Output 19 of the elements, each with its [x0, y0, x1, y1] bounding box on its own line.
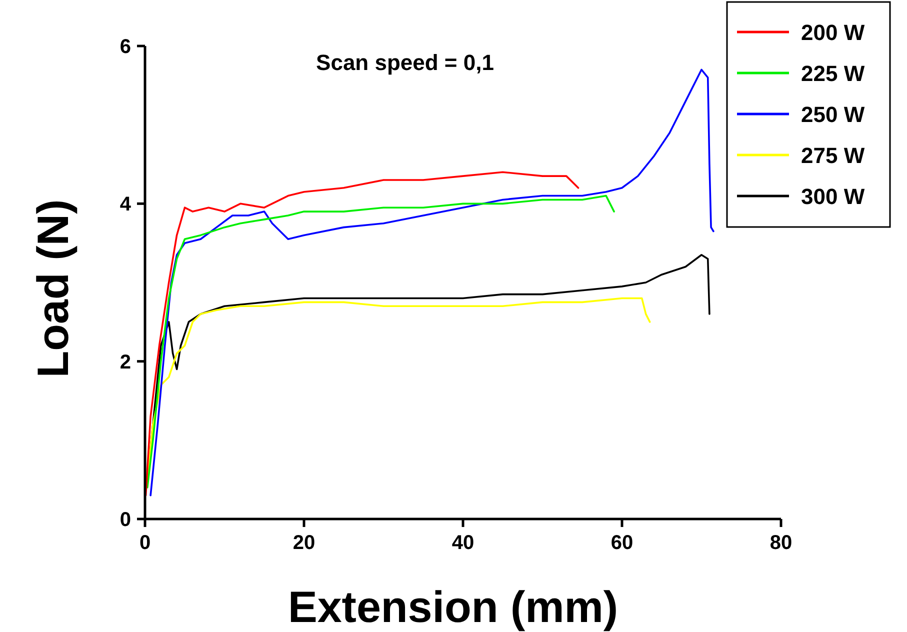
annotation: Scan speed = 0,1: [316, 50, 494, 75]
x-tick-label: 20: [292, 532, 316, 554]
line-series: [144, 171, 580, 496]
y-tick-label: 4: [120, 194, 132, 216]
legend-label: 200 W: [801, 20, 865, 45]
x-tick-label: 40: [452, 532, 474, 554]
legend-label: 225 W: [801, 61, 865, 86]
x-axis-title: Extension (mm): [288, 583, 618, 632]
x-tick-label: 60: [610, 532, 634, 554]
y-tick-label: 2: [120, 351, 131, 374]
legend-label: 275 W: [801, 143, 865, 168]
x-tick-label: 80: [770, 532, 792, 554]
legend-label: 300 W: [801, 184, 865, 209]
legend-label: 250 W: [801, 102, 865, 127]
y-tick-label: 0: [120, 509, 131, 531]
y-tick-label: 6: [120, 36, 131, 58]
y-axis-title: Load (N): [29, 199, 78, 378]
line-series: [146, 194, 615, 488]
x-tick-label: 0: [139, 532, 151, 554]
